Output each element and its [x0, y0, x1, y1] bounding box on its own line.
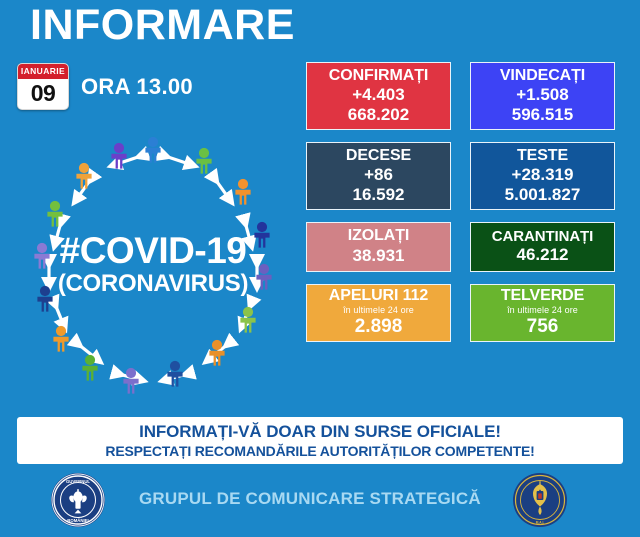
government-seal-icon: GUVERNUL ROMÂNIEI	[50, 472, 106, 528]
stat-title: APELURI 112	[328, 286, 429, 304]
stats-row-1: CONFIRMAȚI +4.403 668.202 VINDECAȚI +1.5…	[306, 62, 622, 130]
stats-row-4: APELURI 112 în ultimele 24 ore 2.898 TEL…	[306, 284, 622, 342]
stat-delta: +28.319	[511, 165, 574, 185]
hour-label: ORA 13.00	[81, 73, 193, 99]
stat-card-teste[interactable]: TESTE +28.319 5.001.827	[470, 142, 615, 210]
stat-title: TELVERDE	[500, 286, 585, 304]
stat-card-vindecati[interactable]: VINDECAȚI +1.508 596.515	[470, 62, 615, 130]
stat-total: 46.212	[516, 245, 569, 265]
stat-total: 5.001.827	[504, 184, 581, 204]
stat-total: 596.515	[511, 104, 574, 124]
covid-circle-graphic: #COVID-19 (CORONAVIRUS)	[14, 134, 292, 402]
stat-card-apeluri-112[interactable]: APELURI 112 în ultimele 24 ore 2.898	[306, 284, 451, 342]
date-time-block: IANUARIE 09 ORA 13.00	[17, 63, 193, 110]
calendar-icon: IANUARIE 09	[17, 63, 69, 110]
page-title: INFORMARE	[30, 1, 295, 49]
stat-note: în ultimele 24 ore	[343, 305, 414, 316]
stats-grid: CONFIRMAȚI +4.403 668.202 VINDECAȚI +1.5…	[306, 62, 622, 354]
advisory-line-primary: INFORMAȚI-VĂ DOAR DIN SURSE OFICIALE!	[139, 422, 501, 441]
stat-card-izolati[interactable]: IZOLAȚI 38.931	[306, 222, 451, 272]
advisory-line-secondary: RESPECTAȚI RECOMANDĂRILE AUTORITĂȚILOR C…	[105, 443, 535, 459]
advisory-banner: INFORMAȚI-VĂ DOAR DIN SURSE OFICIALE! RE…	[17, 417, 623, 464]
stat-card-confirmati[interactable]: CONFIRMAȚI +4.403 668.202	[306, 62, 451, 130]
stat-delta: +4.403	[352, 85, 405, 105]
stat-title: CARANTINAȚI	[491, 227, 594, 245]
stat-total: 38.931	[352, 245, 405, 265]
stats-row-3: IZOLAȚI 38.931 CARANTINAȚI 46.212	[306, 222, 622, 272]
ministry-seal-icon: M.A.I.	[512, 472, 568, 528]
connection-arrows	[41, 145, 265, 386]
svg-text:GUVERNUL: GUVERNUL	[66, 479, 90, 484]
stat-note: în ultimele 24 ore	[507, 305, 578, 316]
footer-label: GRUPUL DE COMUNICARE STRATEGICĂ	[139, 489, 481, 508]
stat-title: TESTE	[516, 146, 569, 164]
stat-title: DECESE	[345, 146, 412, 164]
stat-delta: +86	[364, 165, 393, 185]
stat-title: VINDECAȚI	[499, 66, 586, 84]
people-figures	[34, 136, 272, 394]
stat-delta: +1.508	[516, 85, 569, 105]
svg-text:M.A.I.: M.A.I.	[536, 521, 545, 525]
calendar-month-label: IANUARIE	[18, 64, 68, 79]
calendar-day-label: 09	[30, 80, 56, 106]
stat-total: 756	[526, 316, 559, 338]
stat-card-telverde[interactable]: TELVERDE în ultimele 24 ore 756	[470, 284, 615, 342]
stats-row-2: DECESE +86 16.592 TESTE +28.319 5.001.82…	[306, 142, 622, 210]
stat-title: IZOLAȚI	[347, 227, 410, 245]
svg-text:ROMÂNIEI: ROMÂNIEI	[67, 518, 89, 523]
stat-total: 668.202	[347, 104, 410, 124]
stat-total: 2.898	[354, 316, 403, 338]
stat-card-carantinati[interactable]: CARANTINAȚI 46.212	[470, 222, 615, 272]
stat-card-decese[interactable]: DECESE +86 16.592	[306, 142, 451, 210]
stat-title: CONFIRMAȚI	[328, 66, 429, 84]
stat-total: 16.592	[352, 184, 405, 204]
